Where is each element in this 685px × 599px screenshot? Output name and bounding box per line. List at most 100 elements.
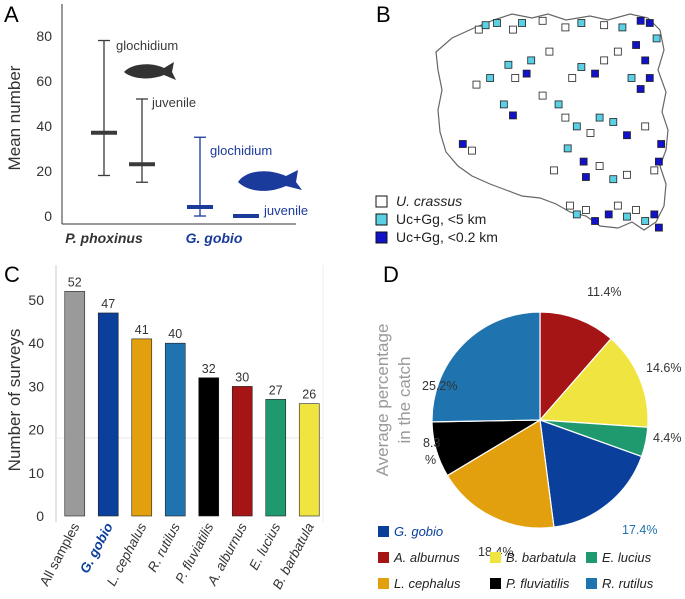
map-site-marker xyxy=(623,170,631,179)
map-site-marker xyxy=(645,74,654,82)
map-sites xyxy=(458,16,666,232)
map-site-marker xyxy=(545,47,554,56)
a-ytick-label: 60 xyxy=(36,73,52,89)
map-site-marker xyxy=(568,74,577,82)
map-site-marker xyxy=(652,34,661,43)
map-legend: U. crassus Uc+Gg, <5 km Uc+Gg, <0.2 km xyxy=(375,193,498,245)
map-site-marker xyxy=(627,74,636,82)
a-group-label-phoxinus: P. phoxinus xyxy=(65,230,143,246)
map-site-marker xyxy=(586,129,595,137)
pie-legend-label: G. gobio xyxy=(394,524,443,539)
minnow-fish-icon xyxy=(124,62,176,80)
map-site-marker xyxy=(618,23,627,32)
map-site-marker xyxy=(645,19,654,27)
map-site-marker xyxy=(650,210,659,219)
map-site-marker xyxy=(604,210,613,219)
c-bar xyxy=(64,291,86,517)
d-ylabel-line1: Average percentage xyxy=(373,324,392,477)
map-site-marker xyxy=(609,118,618,126)
pie-legend-swatch xyxy=(490,578,501,589)
pie-value-label: % xyxy=(425,453,436,467)
c-xtick-label: All samples xyxy=(37,520,83,588)
c-bar xyxy=(298,403,320,517)
map-site-marker xyxy=(458,140,467,148)
map-site-marker xyxy=(654,157,663,166)
map-site-marker xyxy=(609,175,618,184)
c-ytick-label: 10 xyxy=(28,465,44,481)
c-bar-value-label: 27 xyxy=(269,383,283,397)
c-ytick-label: 30 xyxy=(28,378,44,394)
pie-slice xyxy=(446,419,555,529)
c-bar xyxy=(198,377,220,517)
map-site-marker xyxy=(522,69,531,78)
legend-square-near xyxy=(375,213,388,226)
map-site-marker xyxy=(641,122,650,131)
a-ytick-label: 40 xyxy=(36,118,52,134)
a-group-label-gobio: G. gobio xyxy=(186,230,243,246)
panel-d: Average percentage in the catch 11.4% 14.… xyxy=(373,285,682,591)
c-bar xyxy=(97,312,119,517)
c-bar-value-label: 47 xyxy=(101,297,115,311)
map-site-marker xyxy=(579,157,588,166)
pie-slice xyxy=(538,337,649,428)
map-site-marker xyxy=(504,60,513,69)
map-site-marker xyxy=(591,217,599,225)
map-site-marker xyxy=(472,80,481,89)
panel-label-c: C xyxy=(4,262,20,287)
c-bar xyxy=(164,342,186,517)
map-site-marker xyxy=(509,111,517,120)
pie-legend-swatch xyxy=(586,578,597,589)
pie-legend-swatch xyxy=(586,552,597,563)
map-site-marker xyxy=(538,16,547,25)
panel-label-b: B xyxy=(376,2,391,27)
pie-value-label: 8.3 xyxy=(423,436,440,450)
map-site-marker xyxy=(561,113,570,122)
legend-label-very-near: Uc+Gg, <0.2 km xyxy=(396,229,498,245)
pie-legend-label: E. lucius xyxy=(602,550,652,565)
map-site-marker xyxy=(572,122,581,131)
panel-label-d: D xyxy=(383,262,399,287)
c-ytick-label: 20 xyxy=(28,422,44,438)
map-site-marker xyxy=(636,16,645,25)
panel-label-a: A xyxy=(4,2,19,27)
legend-label-open: U. crassus xyxy=(396,193,462,209)
map-site-marker xyxy=(623,131,631,140)
c-bar-value-label: 32 xyxy=(202,362,216,376)
c-ytick-label: 40 xyxy=(28,335,44,351)
pie-labels: 11.4%14.6%4.4%17.4%18.4%8.3%25.2% xyxy=(422,285,682,559)
pie-chart xyxy=(431,311,649,529)
pie-legend-label: B. barbatula xyxy=(506,550,576,565)
map-site-marker xyxy=(623,212,631,221)
map-site-marker xyxy=(613,47,622,56)
pie-value-label: 14.6% xyxy=(646,361,681,375)
c-ytick-label: 50 xyxy=(28,292,44,308)
c-xtick-label: R. rutilus xyxy=(145,520,183,574)
gudgeon-fish-icon xyxy=(238,170,302,191)
poland-map-outline xyxy=(435,13,669,231)
a-ytick-label: 0 xyxy=(44,208,52,224)
map-site-marker xyxy=(600,21,609,30)
pie-value-label: 25.2% xyxy=(422,379,457,393)
map-site-marker xyxy=(474,25,483,34)
a-ytick-label: 20 xyxy=(36,163,52,179)
a-ytick-label: 80 xyxy=(36,28,52,44)
panel-a: Mean number 80 60 40 20 0 glochidium juvenile… xyxy=(5,4,308,246)
pie-slice xyxy=(539,311,612,422)
a-series-label: juvenile xyxy=(263,203,308,218)
map-site-marker xyxy=(632,41,640,49)
pie-slice xyxy=(431,311,541,423)
map-site-marker xyxy=(600,56,609,65)
map-site-marker xyxy=(577,63,586,71)
panel-c: Number of surveys 50 40 30 20 10 0 52 All samp… xyxy=(5,265,324,592)
map-site-marker xyxy=(509,25,517,34)
map-site-marker xyxy=(613,201,622,210)
a-ylabel: Mean number xyxy=(5,65,24,170)
legend-label-near: Uc+Gg, <5 km xyxy=(396,211,486,227)
map-site-marker xyxy=(527,56,536,65)
map-site-marker xyxy=(654,223,663,232)
pie-value-label: 11.4% xyxy=(587,285,622,299)
panel-b: U. crassus Uc+Gg, <5 km Uc+Gg, <0.2 km xyxy=(375,13,669,245)
map-site-marker xyxy=(572,210,581,219)
